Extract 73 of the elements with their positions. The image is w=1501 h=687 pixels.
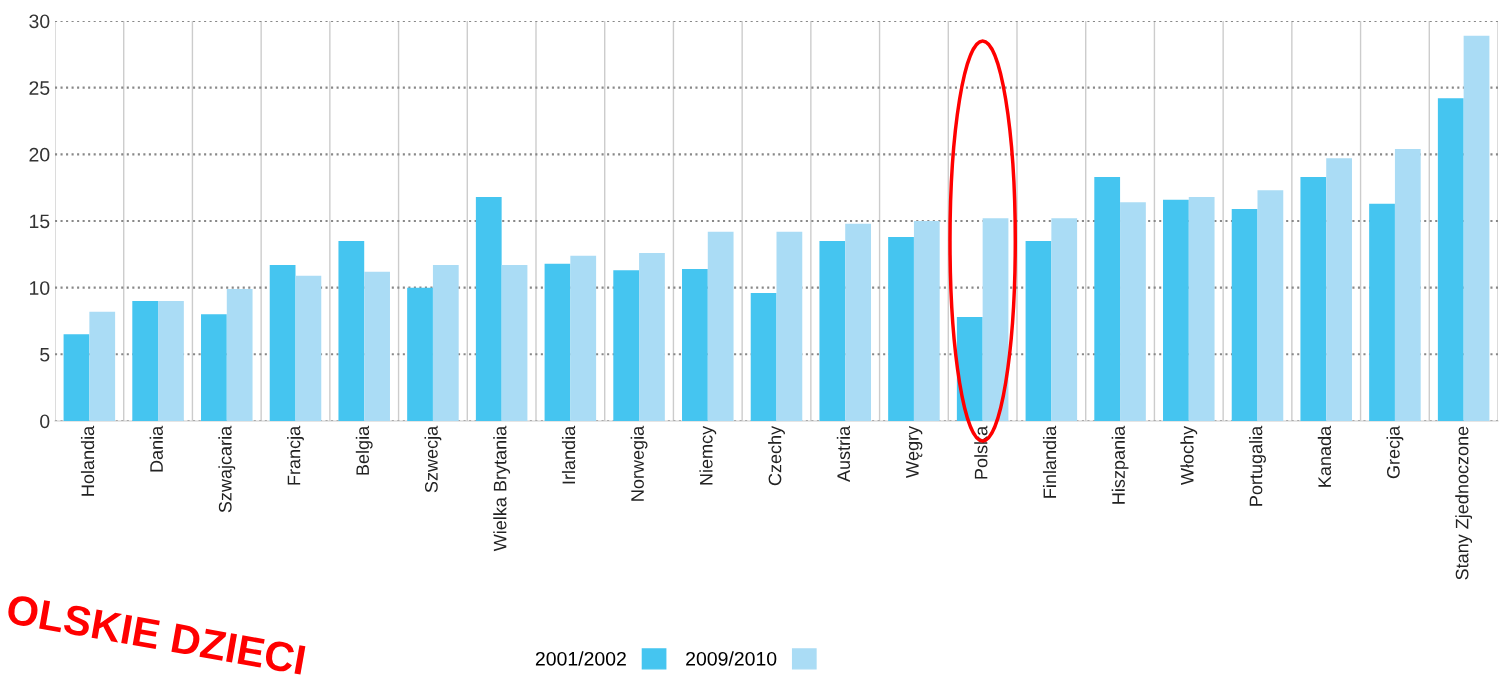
- x-tick-label: Irlandia: [561, 425, 576, 484]
- bar: [226, 289, 253, 421]
- x-tick-label: Wielka Brytania: [493, 425, 511, 552]
- y-tick-label: 25: [29, 81, 50, 95]
- bar: [1463, 35, 1490, 421]
- bar: [89, 311, 116, 421]
- bar: [158, 301, 184, 421]
- bar: [913, 221, 940, 421]
- bar: [544, 263, 571, 421]
- bar: [338, 241, 365, 421]
- bar: [682, 269, 708, 421]
- text: OLSKIE DZIECI: [6, 594, 306, 675]
- bar: [295, 275, 322, 421]
- bar: [269, 265, 296, 421]
- x-tick-label: Czechy: [768, 425, 785, 486]
- bar: [364, 271, 390, 421]
- x-tick-label: Dania: [149, 425, 163, 472]
- legend-label: 2001/2002: [535, 651, 626, 666]
- bar: [1257, 190, 1284, 421]
- x-tick-label: Austria: [836, 425, 851, 483]
- y-tick-label: 20: [29, 147, 50, 162]
- bar: [1437, 98, 1464, 421]
- x-tick-label: Francja: [287, 425, 304, 485]
- y-tick-label: 30: [29, 14, 50, 29]
- x-tick-label: Belgia: [355, 425, 373, 475]
- bar: [1120, 202, 1146, 421]
- bar: [819, 241, 846, 421]
- bar: [888, 237, 914, 421]
- bar: [201, 314, 227, 421]
- x-tick-label: Niemcy: [699, 425, 717, 485]
- bar: [845, 223, 871, 421]
- bar: [570, 255, 597, 421]
- x-tick-label: Grecja: [1386, 425, 1404, 479]
- bar: [639, 253, 665, 421]
- bar: [956, 317, 983, 421]
- bar: [750, 293, 777, 421]
- x-tick-label: Finlandia: [1042, 425, 1057, 498]
- bar: [707, 231, 734, 421]
- x-tick-label: Polska: [974, 425, 988, 479]
- y-tick-label: 0: [40, 414, 50, 429]
- y-tick-label: 5: [40, 348, 50, 362]
- bar: [407, 287, 433, 421]
- bar: [63, 334, 90, 421]
- bar: [1300, 177, 1327, 421]
- x-tick-label: Stany Zjednoczone: [1455, 426, 1473, 580]
- bar: [1163, 199, 1189, 421]
- bar: [1188, 197, 1215, 421]
- x-tick-label: Holandia: [80, 425, 95, 496]
- bar: [1326, 158, 1352, 421]
- x-tick-label: Szwajcaria: [218, 425, 236, 513]
- bar: [613, 270, 640, 421]
- x-tick-label: Norwegia: [630, 425, 648, 501]
- bar: [1231, 209, 1258, 421]
- bar: [1051, 218, 1078, 421]
- bar: [501, 265, 528, 421]
- bar: [432, 265, 459, 421]
- bar: [1394, 149, 1421, 421]
- bar: [776, 231, 803, 421]
- bar: [475, 197, 502, 421]
- bar: [132, 301, 159, 421]
- bar: [982, 218, 1009, 421]
- x-tick-label: Kanada: [1317, 425, 1332, 487]
- legend-label: 2009/2010: [686, 651, 777, 666]
- x-tick-label: Portugalia: [1249, 425, 1266, 506]
- x-tick-label: Hiszpania: [1111, 425, 1129, 504]
- x-tick-label: Węgry: [906, 425, 923, 478]
- bar: [1094, 177, 1121, 421]
- bar: [1025, 241, 1052, 421]
- bar: [1369, 203, 1395, 421]
- y-tick-label: 10: [30, 281, 50, 295]
- x-tick-label: Szwecja: [424, 425, 442, 493]
- x-tick-label: Włochy: [1180, 425, 1198, 485]
- y-tick-label: 15: [30, 214, 50, 229]
